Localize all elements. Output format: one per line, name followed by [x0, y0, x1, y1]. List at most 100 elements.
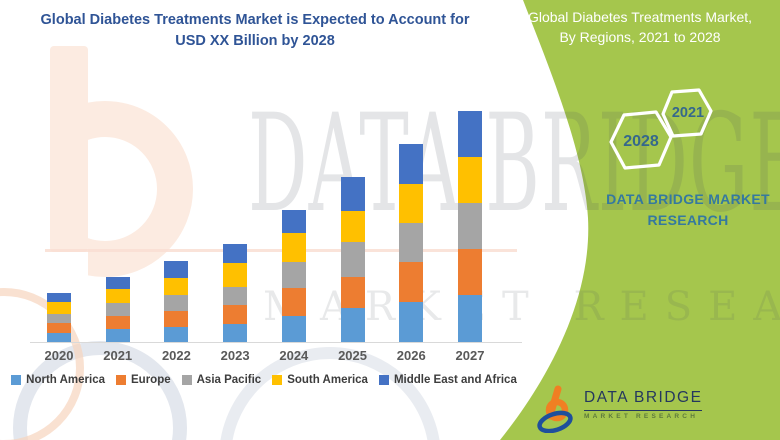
panel-heading-line1: Global Diabetes Treatments Market, [527, 9, 753, 25]
hexagon-2028 [609, 110, 673, 170]
bar-segment-2021 [105, 303, 130, 316]
bar-segment-2021 [105, 277, 130, 289]
logo-name: DATA BRIDGE [584, 389, 703, 411]
legend-swatch [272, 375, 283, 385]
legend-label: South America [287, 374, 368, 386]
bar-2021 [105, 277, 130, 343]
logo-text: DATA BRIDGE MARKET RESEARCH [584, 385, 703, 433]
x-axis-label-2024: 2024 [279, 348, 309, 363]
legend-label: Middle East and Africa [393, 374, 517, 386]
bar-segment-2024 [281, 316, 306, 343]
logo-subtitle: MARKET RESEARCH [584, 413, 699, 420]
watermark-swoosh-circle [13, 341, 187, 440]
bar-2022 [164, 261, 189, 343]
bar-2026 [399, 144, 424, 343]
bar-segment-2027 [457, 157, 482, 203]
bar-segment-2023 [223, 244, 248, 263]
legend-item: Middle East and Africa [378, 374, 517, 386]
bar-segment-2020 [47, 293, 71, 302]
bar-segment-2024 [281, 262, 306, 288]
bar-segment-2026 [399, 302, 424, 343]
bar-2023 [223, 244, 248, 343]
bar-segment-2021 [105, 316, 130, 329]
x-axis-label-2020: 2020 [44, 348, 74, 363]
bar-segment-2025 [340, 211, 365, 242]
bar-2027 [457, 111, 482, 343]
chart-title-line2: USD XX Billion by 2028 [175, 33, 335, 49]
bar-segment-2024 [281, 210, 306, 233]
bar-segment-2026 [399, 223, 424, 262]
legend-label: North America [26, 374, 105, 386]
legend-swatch [378, 375, 389, 385]
bar-segment-2027 [457, 295, 482, 343]
brand-text-line1: DATA BRIDGE MARKET [606, 191, 770, 207]
x-axis-label-2025: 2025 [338, 348, 367, 363]
bar-segment-2022 [164, 261, 189, 278]
bar-segment-2022 [164, 327, 189, 343]
bar-segment-2022 [164, 311, 189, 327]
chart-title: Global Diabetes Treatments Market is Exp… [20, 10, 490, 52]
bar-segment-2023 [223, 305, 248, 324]
legend-swatch [181, 375, 192, 385]
legend-swatch [11, 375, 22, 385]
bar-2020 [47, 293, 71, 343]
bar-segment-2024 [281, 288, 306, 316]
bar-2025 [340, 177, 365, 343]
bar-segment-2020 [47, 333, 71, 343]
hexagon-2021-label: 2021 [671, 105, 705, 121]
watermark-b-stem [50, 46, 88, 252]
legend-swatch [116, 375, 126, 385]
bar-segment-2027 [457, 111, 482, 157]
legend-label: Asia Pacific [196, 374, 262, 386]
bar-segment-2025 [340, 308, 365, 343]
watermark-swoosh-circle [220, 347, 440, 440]
legend-item: South America [272, 374, 368, 386]
watermark-text-data-bridge: DATA BRIDGE [248, 85, 780, 242]
bar-segment-2022 [164, 295, 189, 311]
hexagon-2028-label: 2028 [623, 133, 659, 150]
watermark-peach-line [45, 249, 517, 252]
bar-2024 [281, 210, 306, 343]
bar-segment-2021 [105, 289, 130, 303]
legend-label: Europe [131, 374, 171, 386]
legend-item: Europe [116, 374, 171, 386]
x-axis-label-2021: 2021 [103, 348, 133, 363]
data-bridge-logo-icon [537, 385, 573, 433]
legend-item: North America [11, 374, 105, 386]
watermark-swoosh-arc-orange [0, 288, 84, 440]
panel-heading-line2: By Regions, 2021 to 2028 [559, 29, 721, 45]
x-axis-label-2022: 2022 [161, 348, 191, 363]
bar-segment-2022 [164, 278, 189, 295]
x-axis-label-2027: 2027 [455, 348, 485, 363]
chart-title-line1: Global Diabetes Treatments Market is Exp… [40, 12, 470, 28]
bar-segment-2026 [399, 144, 424, 184]
brand-text-line2: RESEARCH [647, 212, 729, 228]
bar-segment-2021 [105, 329, 130, 343]
bar-segment-2023 [223, 324, 248, 343]
bar-segment-2027 [457, 249, 482, 295]
watermark-b-bowl [88, 101, 193, 277]
x-axis-line [30, 342, 522, 343]
x-axis-label-2023: 2023 [220, 348, 250, 363]
chart-legend: North America Europe Asia Pacific South Ame… [11, 374, 517, 386]
legend-item: Asia Pacific [181, 374, 262, 386]
bar-segment-2020 [47, 314, 71, 323]
bar-segment-2025 [340, 242, 365, 277]
bar-segment-2020 [47, 302, 71, 314]
bar-segment-2023 [223, 263, 248, 287]
bar-segment-2025 [340, 277, 365, 308]
bar-segment-2025 [340, 177, 365, 211]
bar-segment-2026 [399, 262, 424, 302]
bar-segment-2026 [399, 184, 424, 223]
hexagon-2021 [661, 88, 713, 138]
x-axis-label-2026: 2026 [396, 348, 426, 363]
brand-text: DATA BRIDGE MARKET RESEARCH [598, 189, 778, 231]
bar-segment-2027 [457, 203, 482, 249]
bar-segment-2024 [281, 233, 306, 262]
bar-segment-2023 [223, 287, 248, 305]
bar-segment-2020 [47, 323, 71, 333]
data-bridge-logo: DATA BRIDGE MARKET RESEARCH [536, 385, 703, 433]
